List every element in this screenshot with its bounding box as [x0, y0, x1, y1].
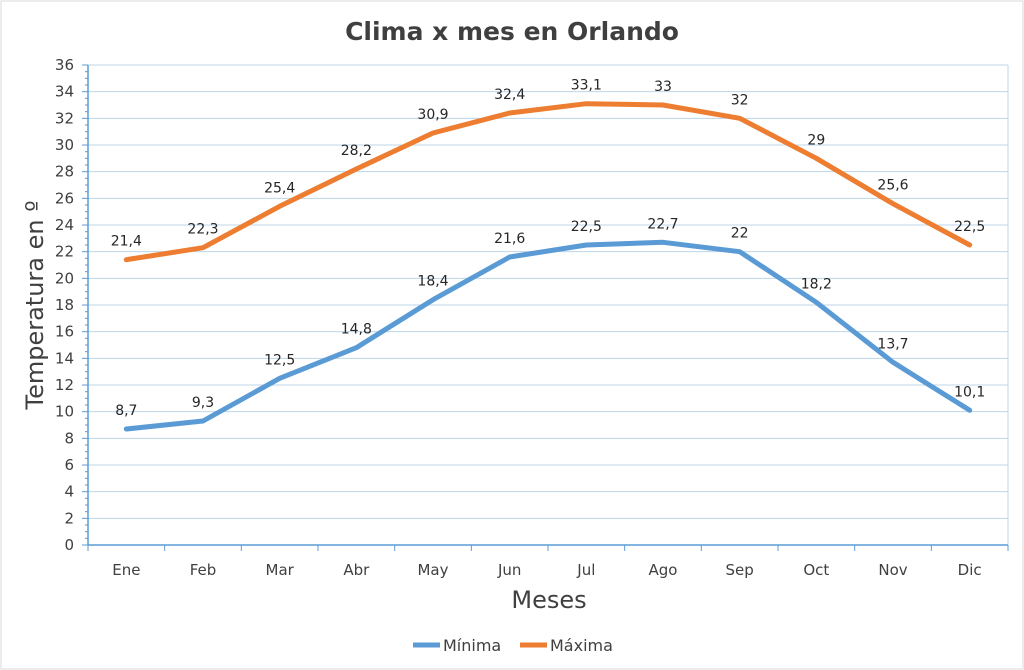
x-tick-label: Feb — [190, 561, 217, 579]
x-tick-label: Mar — [266, 561, 295, 579]
y-tick-label: 30 — [55, 136, 74, 154]
data-label: 21,6 — [494, 231, 525, 247]
y-tick-label: 16 — [55, 323, 74, 341]
x-tick-label: Abr — [343, 561, 370, 579]
x-tick-label: Ene — [112, 561, 140, 579]
data-label: 14,8 — [341, 322, 372, 338]
data-label: 18,2 — [801, 276, 832, 292]
y-tick-label: 22 — [55, 243, 74, 261]
series-line-maxima — [123, 101, 973, 263]
y-tick-label: 12 — [55, 376, 74, 394]
y-tick-label: 14 — [55, 349, 74, 367]
data-label: 25,4 — [264, 180, 295, 196]
series-lines — [123, 101, 973, 432]
y-tick-label: 24 — [55, 216, 74, 234]
x-tick-label: Jun — [497, 561, 521, 579]
gridlines — [88, 64, 1009, 545]
y-tick-label: 4 — [64, 483, 74, 501]
y-tick-label: 10 — [55, 403, 74, 421]
y-tick-label: 6 — [64, 456, 74, 474]
data-label: 10,1 — [954, 384, 985, 400]
y-tick-label: 26 — [55, 189, 74, 207]
x-tick-label: Jul — [576, 561, 595, 579]
legend: Mínima Máxima — [413, 636, 613, 655]
axes — [82, 64, 1009, 551]
y-tick-label: 20 — [55, 269, 74, 287]
data-label: 33,1 — [571, 78, 602, 94]
y-tick-label: 32 — [55, 109, 74, 127]
data-label: 12,5 — [264, 352, 295, 368]
x-tick-label: Nov — [878, 561, 907, 579]
data-label: 22,5 — [571, 219, 602, 235]
x-tick-label: Ago — [649, 561, 678, 579]
data-label: 22 — [731, 226, 749, 242]
x-tick-label: May — [417, 561, 448, 579]
data-label: 25,6 — [877, 178, 908, 194]
data-label: 9,3 — [192, 395, 214, 411]
data-label: 28,2 — [341, 143, 372, 159]
data-label: 30,9 — [417, 107, 448, 123]
legend-label-minima: Mínima — [443, 636, 501, 655]
y-tick-label: 36 — [55, 56, 74, 74]
data-label: 13,7 — [877, 336, 908, 352]
data-label: 22,3 — [187, 222, 218, 238]
y-tick-label: 0 — [64, 536, 74, 554]
y-tick-label: 2 — [64, 509, 74, 527]
data-label: 21,4 — [111, 234, 142, 250]
data-label: 8,7 — [115, 403, 137, 419]
x-tick-label: Sep — [726, 561, 754, 579]
data-labels: 8,7 9,3 12,5 14,8 18,4 21,6 22,5 22,7 22 18,2 13,7… — [111, 78, 986, 419]
y-tick-label: 18 — [55, 296, 74, 314]
data-label: 32 — [731, 92, 749, 108]
x-axis-title: Meses — [511, 586, 586, 614]
x-tick-label: Dic — [958, 561, 982, 579]
legend-label-maxima: Máxima — [550, 636, 613, 655]
data-label: 32,4 — [494, 87, 525, 103]
y-tick-label: 8 — [64, 429, 74, 447]
data-label: 18,4 — [417, 274, 448, 290]
chart-title: Clima x mes en Orlando — [345, 17, 679, 46]
data-label: 33 — [654, 79, 672, 95]
y-tick-label: 34 — [55, 83, 74, 101]
data-label: 29 — [807, 132, 825, 148]
data-label: 22,5 — [954, 219, 985, 235]
y-axis-title: Temperatura en º — [21, 200, 49, 410]
series-line-minima — [123, 239, 973, 432]
data-label: 22,7 — [647, 216, 678, 232]
x-tick-label: Oct — [803, 561, 829, 579]
y-tick-label: 28 — [55, 163, 74, 181]
